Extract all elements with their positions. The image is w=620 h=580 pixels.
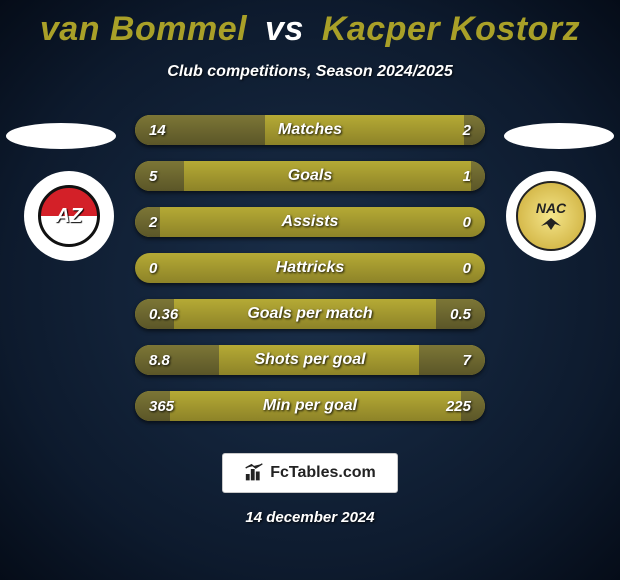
stat-label: Assists [135, 207, 485, 237]
eagle-icon [537, 216, 565, 232]
stats-area: AZ NAC 142Matches 51Goals 20Assists 00Hattr… [0, 115, 620, 435]
stat-label: Hattricks [135, 253, 485, 283]
stat-row: 51Goals [135, 161, 485, 191]
team-badge-right: NAC [506, 171, 596, 261]
stat-row: 365225Min per goal [135, 391, 485, 421]
stats-list: 142Matches 51Goals 20Assists 00Hattricks 0.3… [135, 115, 485, 437]
team-right-abbrev: NAC [536, 200, 566, 216]
player-right-name: Kacper Kostorz [322, 10, 580, 48]
stat-label: Goals per match [135, 299, 485, 329]
stat-row: 00Hattricks [135, 253, 485, 283]
stat-row: 0.360.5Goals per match [135, 299, 485, 329]
stat-label: Goals [135, 161, 485, 191]
team-badge-left: AZ [24, 171, 114, 261]
season-subtitle: Club competitions, Season 2024/2025 [0, 63, 620, 81]
stat-row: 142Matches [135, 115, 485, 145]
stat-label: Min per goal [135, 391, 485, 421]
stat-row: 20Assists [135, 207, 485, 237]
chart-icon [244, 463, 264, 483]
stat-row: 8.87Shots per goal [135, 345, 485, 375]
badge-shadow-left [6, 123, 116, 149]
comparison-title: van Bommel vs Kacper Kostorz [0, 0, 620, 49]
team-badge-left-inner: AZ [38, 185, 100, 247]
team-badge-right-inner: NAC [516, 181, 586, 251]
stat-label: Shots per goal [135, 345, 485, 375]
stat-label: Matches [135, 115, 485, 145]
brand-logo[interactable]: FcTables.com [222, 453, 398, 493]
footer-date: 14 december 2024 [0, 509, 620, 526]
vs-separator: vs [265, 10, 304, 48]
player-left-name: van Bommel [40, 10, 247, 48]
badge-shadow-right [504, 123, 614, 149]
brand-text: FcTables.com [270, 464, 376, 482]
